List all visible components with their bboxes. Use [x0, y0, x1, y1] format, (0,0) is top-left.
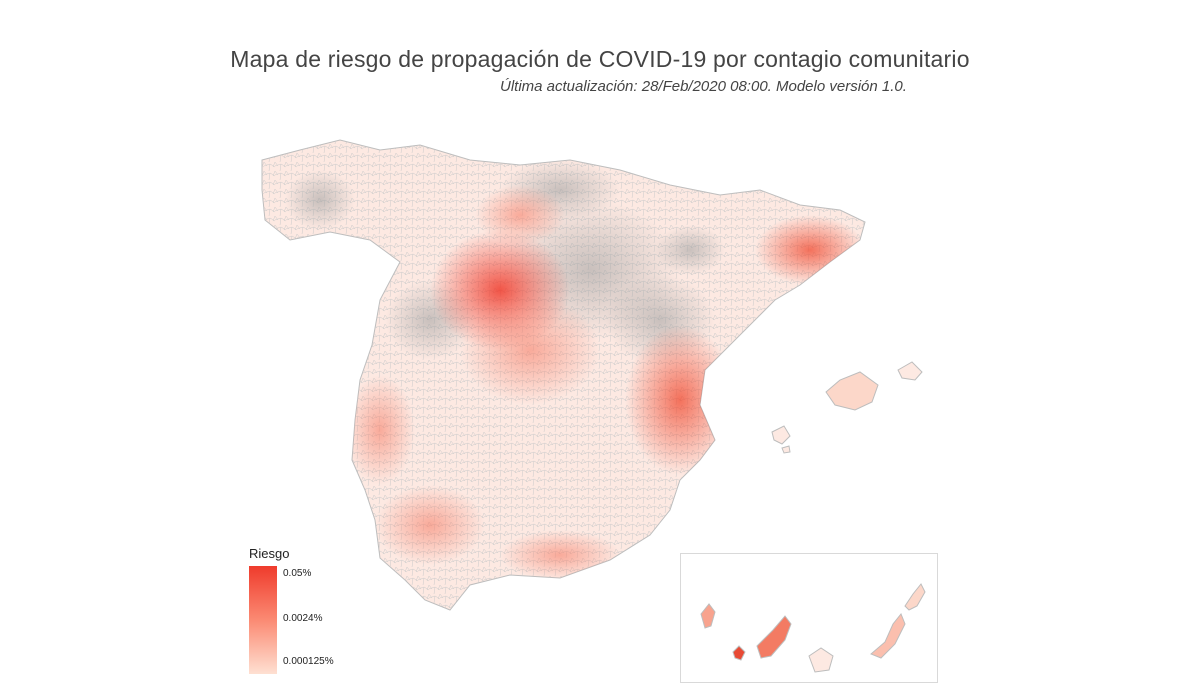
canary-islands-inset	[680, 553, 938, 683]
island-fuerteventura	[870, 613, 906, 659]
legend-label-mid: 0.0024%	[283, 613, 323, 624]
mainland-region	[261, 139, 866, 611]
island-lanzarote	[904, 583, 926, 611]
balearic-islands	[771, 361, 923, 454]
risk-map	[261, 139, 923, 611]
island-tenerife	[756, 615, 792, 659]
island-la-palma	[700, 603, 716, 629]
canary-islands-map	[700, 583, 926, 673]
legend-color-scale	[249, 566, 277, 674]
map-subtitle: Última actualización: 28/Feb/2020 08:00.…	[500, 78, 907, 95]
legend-title: Riesgo	[249, 546, 290, 561]
legend-label-high: 0.05%	[283, 568, 312, 579]
map-title: Mapa de riesgo de propagación de COVID-1…	[230, 46, 970, 72]
island-la-gomera	[732, 645, 746, 661]
legend-label-low: 0.000125%	[283, 656, 334, 667]
island-gran-canaria	[808, 647, 834, 673]
